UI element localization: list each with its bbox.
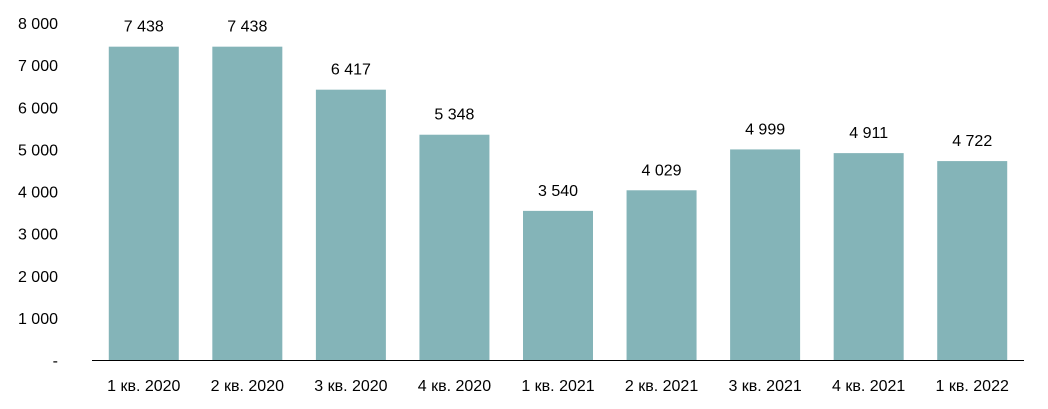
- data-label: 7 438: [227, 19, 267, 36]
- y-tick-label: 5 000: [18, 142, 58, 159]
- x-tick-label: 3 кв. 2021: [728, 378, 801, 395]
- x-axis-ticks: 1 кв. 2020 2 кв. 2020 3 кв. 2020 4 кв. 2020…: [107, 378, 1009, 395]
- data-labels: 7 438 7 438 6 417 5 348 3 540 4 029 4 999 4 911…: [124, 19, 993, 200]
- bar: [315, 89, 386, 361]
- data-label: 7 438: [124, 19, 164, 36]
- y-tick-label: 1 000: [18, 311, 58, 328]
- data-label: 4 999: [745, 121, 785, 138]
- x-tick-label: 4 кв. 2020: [418, 378, 491, 395]
- bar: [419, 134, 490, 360]
- y-tick-label: 2 000: [18, 269, 58, 286]
- data-label: 4 722: [952, 133, 992, 150]
- y-tick-label: 3 000: [18, 227, 58, 244]
- bar: [626, 190, 697, 360]
- y-tick-label: 8 000: [18, 16, 58, 33]
- data-label: 3 540: [538, 183, 578, 200]
- x-tick-label: 1 кв. 2020: [107, 378, 180, 395]
- x-tick-label: 1 кв. 2022: [936, 378, 1009, 395]
- data-label: 4 029: [642, 162, 682, 179]
- y-tick-label: 7 000: [18, 58, 58, 75]
- data-label: 4 911: [849, 125, 888, 142]
- y-axis-ticks: - 1 000 2 000 3 000 4 000 5 000 6 000 7 000 8 00…: [18, 16, 58, 370]
- x-tick-label: 3 кв. 2020: [314, 378, 387, 395]
- y-tick-label: 6 000: [18, 100, 58, 117]
- bar: [108, 46, 179, 361]
- x-tick-label: 1 кв. 2021: [521, 378, 594, 395]
- y-tick-label: -: [53, 353, 58, 370]
- bars: [108, 46, 1008, 361]
- x-tick-label: 2 кв. 2020: [211, 378, 284, 395]
- x-tick-label: 4 кв. 2021: [832, 378, 905, 395]
- bar: [212, 46, 283, 361]
- x-tick-label: 2 кв. 2021: [625, 378, 698, 395]
- bar: [523, 210, 593, 360]
- y-tick-label: 4 000: [18, 185, 58, 202]
- bar: [730, 149, 801, 360]
- data-label: 5 348: [434, 107, 474, 124]
- data-label: 6 417: [331, 62, 371, 79]
- bar: [937, 161, 1008, 360]
- bar: [833, 153, 904, 360]
